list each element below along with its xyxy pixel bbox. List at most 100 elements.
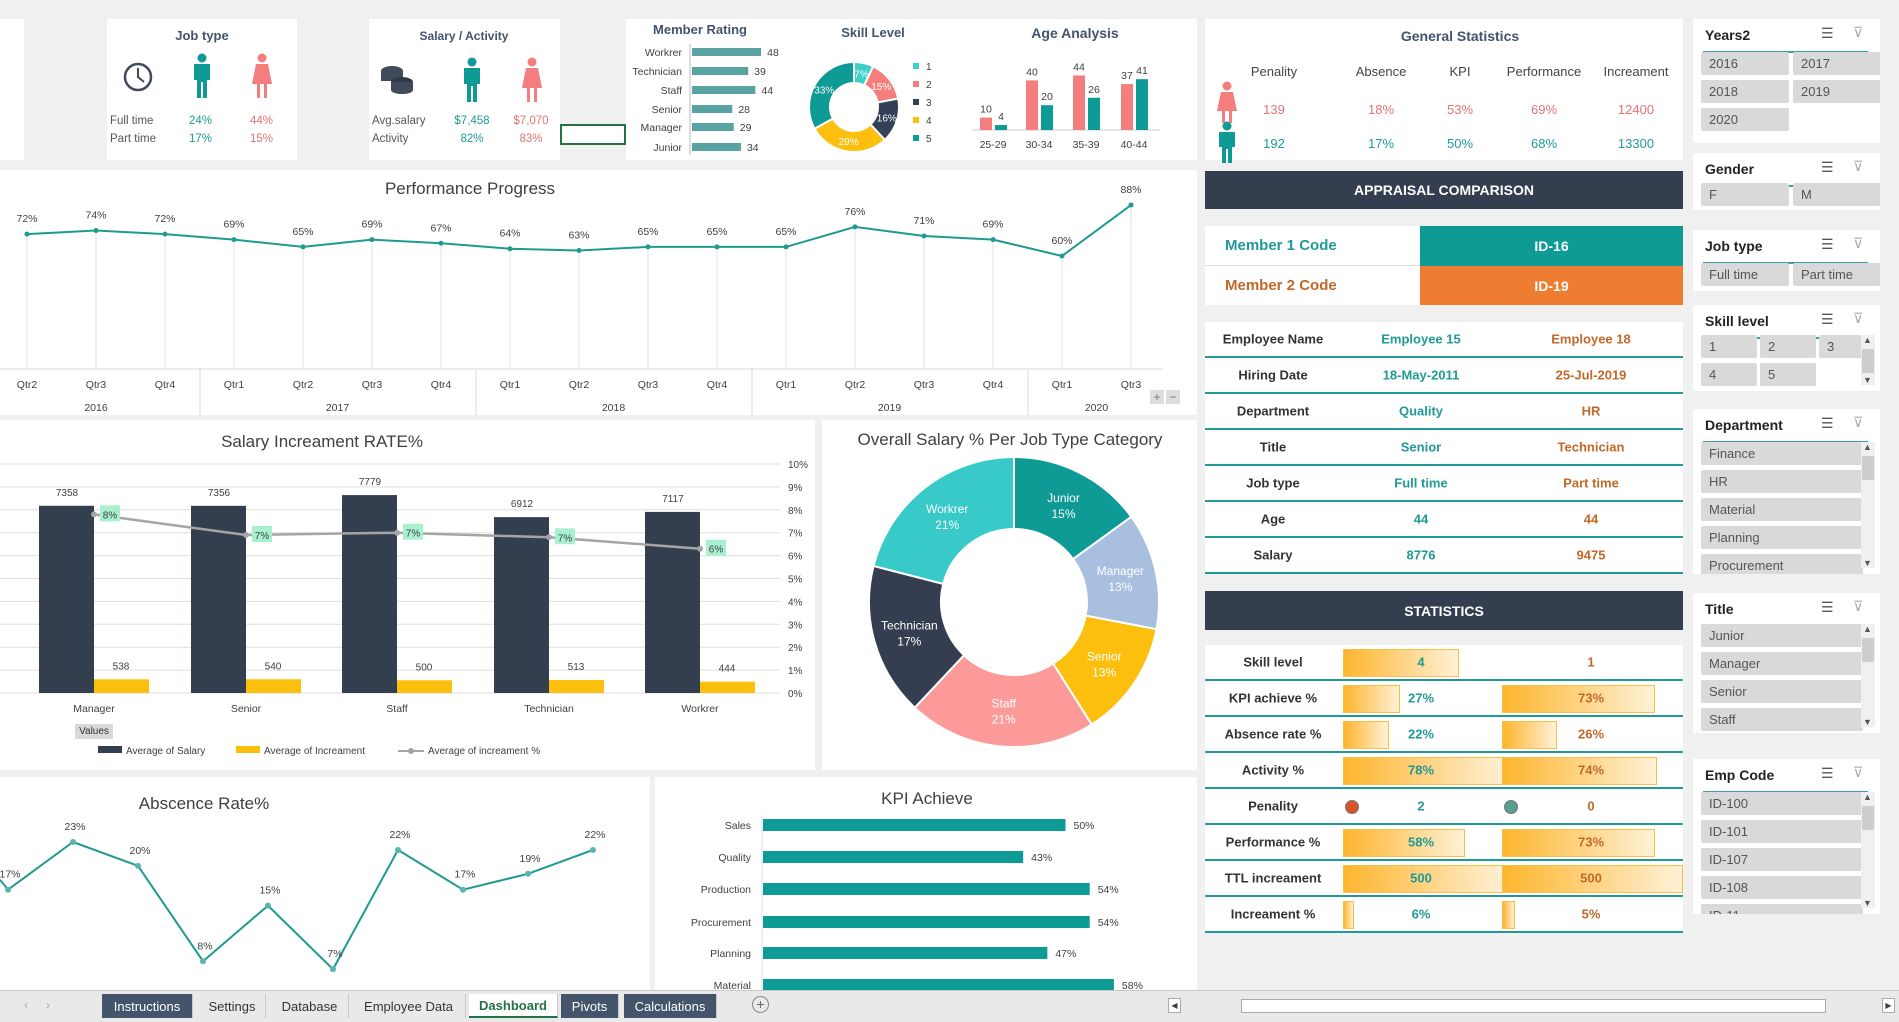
member1-value: Full time [1394,475,1448,491]
multi-select-icon[interactable]: ☰ [1821,599,1834,615]
scroll-thumb[interactable] [1862,349,1874,373]
slicer-item[interactable]: Staff [1701,708,1863,731]
slicer-item[interactable]: 1 [1701,335,1757,358]
tab-instructions[interactable]: Instructions [102,994,193,1018]
female-icon [252,53,272,98]
member2-value: 73% [1577,690,1605,706]
tab-pivots[interactable]: Pivots [561,994,619,1018]
horizontal-scrollbar-thumb[interactable] [1241,999,1826,1013]
slicer-item[interactable]: ID-101 [1701,820,1863,843]
member1-value: Employee 15 [1381,331,1461,347]
row-label: TTL increament [1224,870,1322,886]
slicer-scrollbar[interactable]: ▲ ▼ [1861,335,1875,385]
selected-cell[interactable] [560,124,626,145]
data-bar-1 [1343,721,1389,749]
slicer-item[interactable]: ID-107 [1701,848,1863,871]
slicer-item[interactable]: Procurement [1701,554,1863,574]
male-value: 13300 [1617,136,1655,151]
slicer-item[interactable]: F [1701,183,1789,206]
slicer-item[interactable]: HR [1701,470,1863,493]
expand-button[interactable]: + [1150,390,1164,404]
multi-select-icon[interactable]: ☰ [1821,25,1834,41]
hscroll-left-icon[interactable]: ◀ [1168,998,1181,1013]
slicer-item[interactable]: 2016 [1701,52,1789,75]
scroll-thumb[interactable] [1862,638,1874,662]
scroll-thumb[interactable] [1862,456,1874,480]
slicer-item[interactable]: ID-11 [1701,904,1863,914]
member1-value: 4 [1417,654,1425,670]
add-sheet-icon[interactable]: + [752,996,769,1013]
slicer-item[interactable]: ID-108 [1701,876,1863,899]
tab-calculations[interactable]: Calculations [624,994,717,1018]
member1-code-select[interactable]: ID-16 [1420,226,1683,266]
slicer-item[interactable]: 2019 [1793,80,1880,103]
scroll-tabs-right-icon[interactable]: › [46,998,50,1012]
slicer-item[interactable]: Material [1701,498,1863,521]
multi-select-icon[interactable]: ☰ [1821,415,1834,431]
slicer-item[interactable]: Finance [1701,442,1863,465]
slicer-scrollbar[interactable]: ▲ ▼ [1861,792,1875,908]
slicer-item[interactable]: 2020 [1701,108,1789,131]
slicer-item[interactable]: Planning [1701,526,1863,549]
member1-value: 2 [1417,798,1425,814]
clear-filter-icon[interactable]: ⊽ [1853,310,1864,326]
male-value: 50% [1446,136,1474,151]
member2-code-select[interactable]: ID-19 [1420,266,1683,305]
scroll-tabs-left-icon[interactable]: ‹ [24,998,28,1012]
scroll-up-icon[interactable]: ▲ [1863,624,1872,634]
slicer-item[interactable]: Manager [1701,652,1863,675]
slicer-item[interactable]: 2 [1760,335,1816,358]
scroll-down-icon[interactable]: ▼ [1863,898,1872,908]
tab-settings[interactable]: Settings [199,994,266,1018]
member2-value: HR [1581,403,1601,419]
clear-filter-icon[interactable]: ⊽ [1853,158,1864,174]
member1-label: Member 1 Code [1225,237,1337,254]
member2-value: 73% [1577,834,1605,850]
female-icon [1217,81,1237,123]
scroll-down-icon[interactable]: ▼ [1863,558,1872,568]
data-bar-2 [1502,757,1657,785]
collapse-button[interactable]: − [1166,390,1180,404]
scroll-up-icon[interactable]: ▲ [1863,442,1872,452]
slicer-item[interactable]: 4 [1701,363,1757,386]
scroll-thumb[interactable] [1862,806,1874,830]
slicer-scrollbar[interactable]: ▲ ▼ [1861,624,1875,727]
multi-select-icon[interactable]: ☰ [1821,159,1834,175]
scroll-down-icon[interactable]: ▼ [1863,717,1872,727]
scroll-up-icon[interactable]: ▲ [1863,792,1872,802]
clear-filter-icon[interactable]: ⊽ [1853,598,1864,614]
tab-dashboard[interactable]: Dashboard [469,994,558,1018]
multi-select-icon[interactable]: ☰ [1821,236,1834,252]
multi-select-icon[interactable]: ☰ [1821,311,1834,327]
multi-select-icon[interactable]: ☰ [1821,765,1834,781]
data-bar-2 [1502,829,1655,857]
absence-rate-title: Abscence Rate% [138,794,270,813]
slicer-title: Gender [1705,161,1755,177]
scroll-up-icon[interactable]: ▲ [1863,335,1872,345]
slicer-item[interactable]: Part time [1793,263,1880,286]
clear-filter-icon[interactable]: ⊽ [1853,235,1864,251]
slicer-item[interactable]: Senior [1701,680,1863,703]
tab-database[interactable]: Database [271,994,349,1018]
clear-filter-icon[interactable]: ⊽ [1853,414,1864,430]
slicer-item[interactable]: ID-100 [1701,792,1863,815]
slicer-item[interactable]: 5 [1760,363,1816,386]
tab-employee-data[interactable]: Employee Data [352,994,466,1018]
clear-filter-icon[interactable]: ⊽ [1853,24,1864,40]
slicer-item[interactable]: Full time [1701,263,1789,286]
slicer-department: Department ☰ ⊽ Finance HR Material Planning Pro… [1693,409,1880,574]
slicer-item[interactable]: 2018 [1701,80,1789,103]
scroll-down-icon[interactable]: ▼ [1863,375,1872,385]
female-value: 69% [1530,102,1558,117]
slicer-scrollbar[interactable]: ▲ ▼ [1861,442,1875,568]
member2-value: 44 [1583,511,1599,527]
male-icon [194,53,210,98]
table-row: Department Quality HR [1205,394,1683,430]
slicer-item[interactable]: Junior [1701,624,1863,647]
values-filter-button[interactable]: Values [75,724,113,739]
slicer-item[interactable]: M [1793,183,1880,206]
slicer-item[interactable]: 2017 [1793,52,1880,75]
hscroll-right-icon[interactable]: ▶ [1882,998,1895,1013]
clear-filter-icon[interactable]: ⊽ [1853,764,1864,780]
row-label: Title [1259,439,1287,455]
